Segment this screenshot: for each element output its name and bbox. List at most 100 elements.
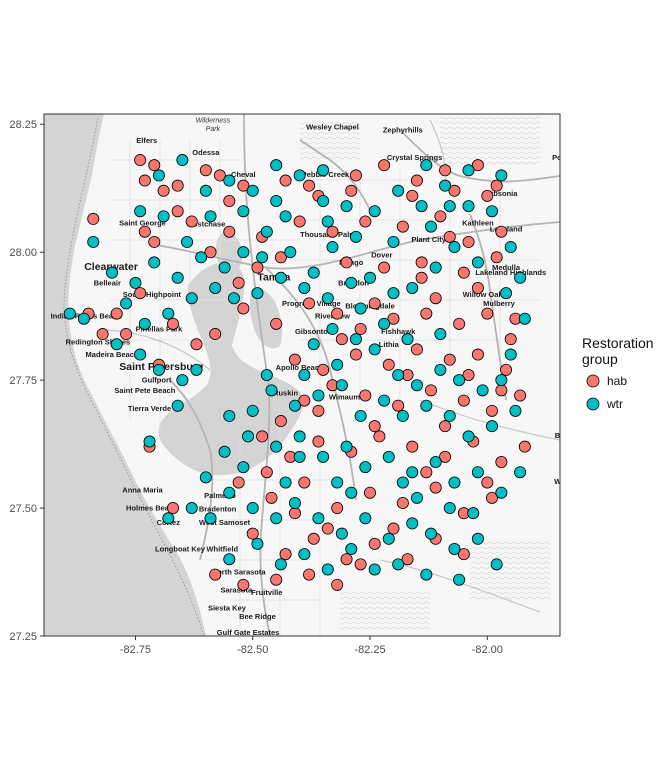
point-hab — [288, 353, 301, 366]
point-wtr — [317, 164, 330, 177]
point-wtr — [246, 404, 259, 417]
point-wtr — [368, 563, 381, 576]
point-wtr — [345, 276, 358, 289]
point-wtr — [317, 450, 330, 463]
point-wtr — [274, 558, 287, 571]
legend-label-wtr: wtr — [606, 397, 623, 411]
point-wtr — [359, 461, 372, 474]
point-hab — [368, 420, 381, 433]
place-label: Wesley Chapel — [306, 122, 359, 131]
point-hab — [439, 450, 452, 463]
legend-label-hab: hab — [607, 374, 627, 388]
point-wtr — [462, 164, 475, 177]
point-hab — [345, 184, 358, 197]
point-hab — [406, 440, 419, 453]
point-hab — [87, 212, 100, 225]
point-wtr — [237, 205, 250, 218]
point-hab — [471, 281, 484, 294]
place-label: Odessa — [192, 148, 220, 157]
point-wtr — [218, 445, 231, 458]
point-wtr — [317, 194, 330, 207]
point-hab — [303, 179, 316, 192]
point-wtr — [420, 568, 433, 581]
point-hab — [279, 548, 292, 561]
point-wtr — [260, 225, 273, 238]
point-wtr — [485, 205, 498, 218]
point-wtr — [439, 179, 452, 192]
point-hab — [171, 205, 184, 218]
place-label: Port Richey — [133, 105, 176, 114]
point-hab — [495, 225, 508, 238]
place-label: Lakeland Highlands — [475, 268, 546, 277]
point-hab — [190, 338, 203, 351]
point-wtr — [143, 435, 156, 448]
x-tick-label: -82.75 — [120, 644, 151, 656]
panel-border — [43, 113, 561, 637]
point-hab — [260, 466, 273, 479]
place-label: Fruitville — [251, 588, 282, 597]
point-wtr — [420, 159, 433, 172]
point-hab — [495, 384, 508, 397]
point-wtr — [181, 235, 194, 248]
place-label: Madeira Beach — [86, 350, 139, 359]
place-label: Crystal Springs — [387, 153, 442, 162]
point-hab — [307, 532, 320, 545]
point-hab — [410, 174, 423, 187]
point-wtr — [293, 430, 306, 443]
point-hab — [120, 328, 133, 341]
point-hab — [396, 496, 409, 509]
point-wtr — [223, 174, 236, 187]
point-hab — [138, 225, 151, 238]
point-wtr — [392, 368, 405, 381]
point-wtr — [270, 159, 283, 172]
point-hab — [443, 353, 456, 366]
point-wtr — [270, 194, 283, 207]
point-hab — [424, 384, 437, 397]
point-wtr — [152, 169, 165, 182]
point-wtr — [340, 200, 353, 213]
place-label: Anna Maria — [122, 486, 163, 495]
y-tick-label: 28.00 — [9, 247, 37, 259]
point-hab — [415, 271, 428, 284]
point-hab — [439, 420, 452, 433]
point-wtr — [448, 241, 461, 254]
point-hab — [415, 256, 428, 269]
y-tick-label: 27.25 — [9, 631, 37, 643]
point-hab — [209, 568, 222, 581]
point-wtr — [424, 527, 437, 540]
point-wtr — [471, 466, 484, 479]
place-label: Elfers — [136, 136, 157, 145]
point-wtr — [190, 363, 203, 376]
point-hab — [298, 394, 311, 407]
point-hab — [457, 266, 470, 279]
place-label: Mulberry — [483, 299, 516, 308]
legend: Restoration group hab wtr — [582, 335, 654, 411]
point-wtr — [429, 455, 442, 468]
point-hab — [495, 455, 508, 468]
place-label: Palmetto — [204, 491, 236, 500]
point-wtr — [256, 251, 269, 264]
point-wtr — [401, 333, 414, 346]
point-wtr — [500, 287, 513, 300]
point-wtr — [326, 241, 339, 254]
point-hab — [312, 435, 325, 448]
point-hab — [288, 507, 301, 520]
point-wtr — [354, 409, 367, 422]
point-hab — [448, 184, 461, 197]
place-label: Zephyrhills — [383, 125, 423, 134]
point-wtr — [406, 281, 419, 294]
point-wtr — [349, 230, 362, 243]
point-wtr — [157, 210, 170, 223]
place-label: Bowling — [555, 431, 585, 440]
point-wtr — [406, 466, 419, 479]
point-wtr — [195, 251, 208, 264]
data-points — [63, 154, 531, 591]
point-wtr — [453, 374, 466, 387]
place-label: Apollo Beach — [276, 363, 324, 372]
place-label: Dover — [371, 250, 392, 259]
point-wtr — [378, 394, 391, 407]
point-wtr — [424, 220, 437, 233]
point-wtr — [514, 466, 527, 479]
point-wtr — [242, 430, 255, 443]
